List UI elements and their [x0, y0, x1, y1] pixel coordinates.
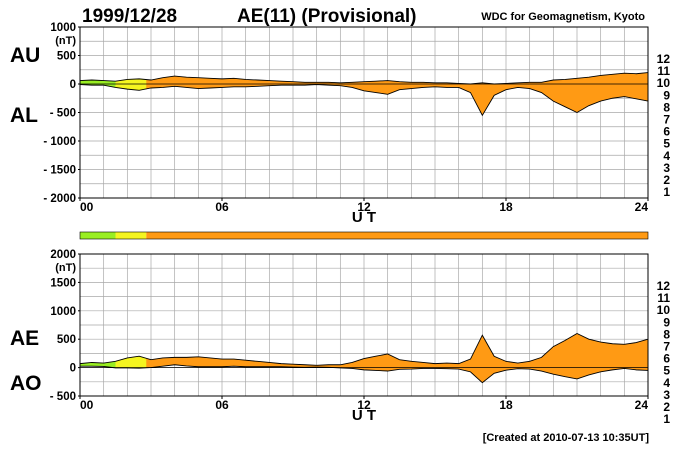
- x-tick-label: 06: [215, 200, 229, 214]
- activity-level-label: 1: [663, 412, 670, 426]
- y-tick-label: 0: [70, 79, 76, 91]
- activity-level-label: 6: [663, 125, 670, 139]
- activity-level-label: 2: [663, 400, 670, 414]
- y-tick-label: 0: [70, 363, 76, 375]
- y-tick-label: 500: [57, 51, 76, 63]
- x-tick-label: 18: [499, 200, 513, 214]
- y-unit-label: (nT): [55, 262, 76, 274]
- created-timestamp: [Created at 2010-07-13 10:35UT]: [483, 432, 650, 444]
- activity-level-label: 9: [663, 88, 670, 102]
- series-line-au: [79, 72, 649, 85]
- activity-level-label: 4: [663, 149, 670, 163]
- activity-level-label: 3: [663, 161, 670, 175]
- activity-level-label: 10: [657, 303, 671, 317]
- x-tick-label: 24: [635, 398, 649, 412]
- x-tick-label: 00: [80, 200, 94, 214]
- y-tick-label: - 2000: [43, 193, 76, 205]
- index-title: AE(11) (Provisional): [237, 6, 417, 27]
- y-tick-label: - 500: [50, 391, 76, 403]
- date-title: 1999/12/28: [82, 6, 177, 27]
- x-tick-label: 24: [635, 200, 649, 214]
- activity-bar-segment: [146, 232, 648, 239]
- activity-level-label: 10: [657, 76, 671, 90]
- activity-bar-frame: [79, 231, 649, 240]
- x-axis-label: U T: [352, 209, 376, 226]
- activity-level-label: 4: [663, 376, 670, 390]
- activity-level-label: 7: [663, 113, 670, 127]
- activity-level-label: 8: [663, 327, 670, 341]
- activity-level-label: 12: [657, 52, 671, 66]
- y-tick-label: 1000: [50, 22, 76, 34]
- y-tick-label: 1500: [50, 277, 76, 289]
- series-line-al: [79, 84, 649, 117]
- x-tick-label: 06: [215, 398, 229, 412]
- activity-level-label: 9: [663, 315, 670, 329]
- activity-bar-segment: [80, 232, 116, 239]
- side-label-ae: AE: [10, 327, 39, 350]
- activity-level-label: 11: [657, 64, 670, 78]
- activity-level-label: 6: [663, 352, 670, 366]
- y-tick-label: - 1500: [43, 165, 76, 177]
- source-credit: WDC for Geomagnetism, Kyoto: [481, 11, 645, 23]
- x-tick-label: 12: [357, 398, 371, 412]
- activity-level-label: 3: [663, 388, 670, 402]
- side-label-al: AL: [10, 104, 38, 127]
- activity-level-label: 8: [663, 100, 670, 114]
- x-axis-label: U T: [352, 407, 376, 424]
- y-tick-label: 1000: [50, 306, 76, 318]
- data-area-ae: [80, 333, 648, 383]
- x-tick-label: 00: [80, 398, 94, 412]
- y-tick-label: - 500: [50, 108, 76, 120]
- y-tick-label: - 1000: [43, 136, 76, 148]
- x-tick-label: 18: [499, 398, 513, 412]
- activity-level-label: 5: [663, 137, 670, 151]
- side-label-au: AU: [10, 44, 40, 67]
- data-area-au: [80, 72, 648, 116]
- activity-level-label: 1: [663, 185, 670, 199]
- series-line-ae: [79, 333, 649, 366]
- y-tick-label: 500: [57, 334, 76, 346]
- x-tick-label: 12: [357, 200, 371, 214]
- y-tick-label: 2000: [50, 249, 76, 261]
- activity-level-label: 5: [663, 364, 670, 378]
- activity-level-label: 11: [657, 291, 670, 305]
- side-label-ao: AO: [10, 372, 42, 395]
- activity-level-label: 7: [663, 340, 670, 354]
- series-line-ao: [80, 364, 649, 384]
- y-unit-label: (nT): [55, 35, 76, 47]
- activity-level-label: 2: [663, 173, 670, 187]
- activity-level-label: 12: [657, 279, 671, 293]
- activity-bar-segment: [115, 232, 147, 239]
